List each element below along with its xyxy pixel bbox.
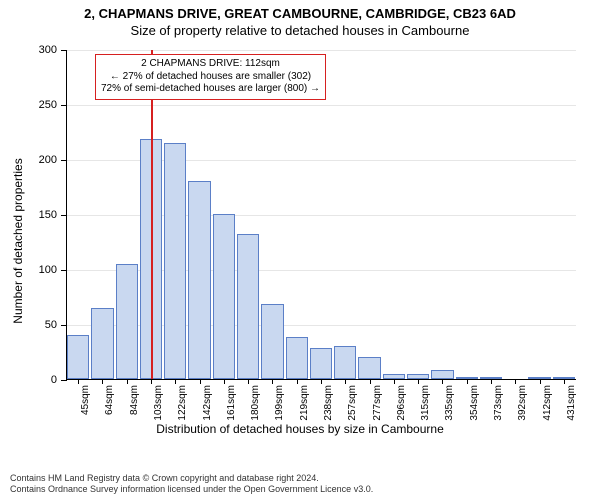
bar: [261, 304, 283, 379]
y-tick-label: 0: [51, 374, 67, 386]
x-tick-label: 431sqm: [566, 385, 577, 421]
bar: [213, 214, 235, 379]
x-tick-label: 64sqm: [104, 385, 115, 415]
annotation-box: 2 CHAPMANS DRIVE: 112sqm ← 27% of detach…: [95, 54, 326, 100]
x-tick-label: 161sqm: [226, 385, 237, 421]
y-tick-label: 50: [45, 319, 67, 331]
x-tick: [370, 379, 371, 384]
y-tick-label: 200: [39, 154, 67, 166]
page-title: 2, CHAPMANS DRIVE, GREAT CAMBOURNE, CAMB…: [0, 6, 600, 21]
y-tick-label: 250: [39, 99, 67, 111]
x-tick-label: 180sqm: [250, 385, 261, 421]
bar: [334, 346, 356, 379]
bar: [286, 337, 308, 379]
x-tick-label: 45sqm: [80, 385, 91, 415]
x-tick-label: 277sqm: [372, 385, 383, 421]
x-tick: [564, 379, 565, 384]
footer: Contains HM Land Registry data © Crown c…: [10, 473, 590, 496]
x-tick-label: 219sqm: [299, 385, 310, 421]
x-tick: [175, 379, 176, 384]
x-tick-label: 373sqm: [493, 385, 504, 421]
bar: [91, 308, 113, 380]
y-tick-label: 100: [39, 264, 67, 276]
x-tick-label: 238sqm: [323, 385, 334, 421]
x-tick: [491, 379, 492, 384]
annot-line1: 2 CHAPMANS DRIVE: 112sqm: [101, 58, 320, 71]
x-tick: [102, 379, 103, 384]
page-subtitle: Size of property relative to detached ho…: [0, 21, 600, 38]
y-axis-label: Number of detached properties: [11, 158, 25, 323]
x-tick-label: 142sqm: [202, 385, 213, 421]
x-tick-label: 199sqm: [274, 385, 285, 421]
footer-line1: Contains HM Land Registry data © Crown c…: [10, 473, 590, 485]
x-tick: [394, 379, 395, 384]
x-tick-label: 296sqm: [396, 385, 407, 421]
bar: [237, 234, 259, 379]
x-tick: [345, 379, 346, 384]
x-axis-label: Distribution of detached houses by size …: [0, 422, 600, 436]
x-tick-label: 103sqm: [153, 385, 164, 421]
x-tick-label: 315sqm: [420, 385, 431, 421]
x-tick: [540, 379, 541, 384]
bar: [383, 374, 405, 380]
bar: [407, 374, 429, 380]
x-tick: [272, 379, 273, 384]
bar: [431, 370, 453, 379]
x-tick: [151, 379, 152, 384]
x-tick: [515, 379, 516, 384]
x-tick: [321, 379, 322, 384]
x-tick-label: 354sqm: [469, 385, 480, 421]
y-tick-label: 150: [39, 209, 67, 221]
x-tick-label: 335sqm: [444, 385, 455, 421]
bar: [480, 377, 502, 379]
plot-area: 2 CHAPMANS DRIVE: 112sqm ← 27% of detach…: [66, 50, 576, 380]
bar: [116, 264, 138, 380]
bar: [310, 348, 332, 379]
annot-line2: ← 27% of detached houses are smaller (30…: [101, 71, 320, 84]
x-tick: [418, 379, 419, 384]
bar: [188, 181, 210, 379]
y-tick-label: 300: [39, 44, 67, 56]
x-tick: [297, 379, 298, 384]
x-tick: [78, 379, 79, 384]
x-tick-label: 84sqm: [129, 385, 140, 415]
x-tick: [224, 379, 225, 384]
x-tick-label: 392sqm: [517, 385, 528, 421]
x-tick: [467, 379, 468, 384]
x-tick-label: 257sqm: [347, 385, 358, 421]
x-tick: [248, 379, 249, 384]
bar: [528, 377, 550, 379]
bar: [164, 143, 186, 380]
x-tick: [442, 379, 443, 384]
x-tick-label: 412sqm: [542, 385, 553, 421]
bar: [456, 377, 478, 379]
annot-line3: 72% of semi-detached houses are larger (…: [101, 83, 320, 96]
x-tick-label: 122sqm: [177, 385, 188, 421]
bar: [358, 357, 380, 379]
chart-container: Number of detached properties 2 CHAPMANS…: [0, 42, 600, 440]
footer-line2: Contains Ordnance Survey information lic…: [10, 484, 590, 496]
bar: [553, 377, 575, 379]
x-tick: [200, 379, 201, 384]
bar: [67, 335, 89, 379]
x-tick: [127, 379, 128, 384]
